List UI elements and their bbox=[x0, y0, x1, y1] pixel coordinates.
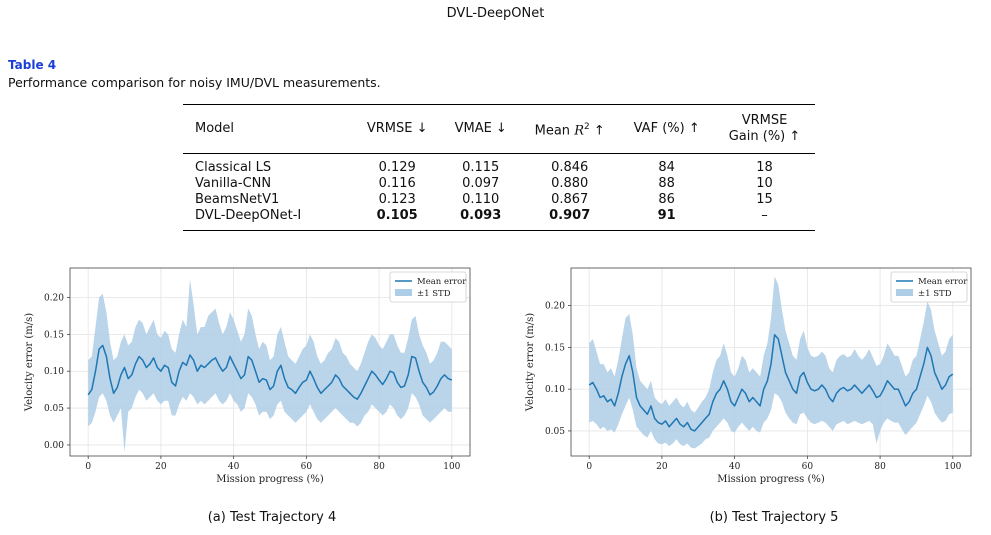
cell-gain: 18 bbox=[756, 160, 773, 175]
y-tick-label: 0.05 bbox=[545, 427, 565, 437]
cell-vrmse: 0.105 bbox=[376, 208, 418, 223]
x-tick-label: 60 bbox=[301, 462, 313, 472]
cell-model: Classical LS bbox=[195, 160, 272, 175]
std-band bbox=[88, 279, 452, 453]
x-tick-label: 60 bbox=[802, 462, 814, 472]
cell-r2: 0.867 bbox=[551, 192, 589, 207]
y-tick-label: 0.20 bbox=[44, 293, 64, 303]
col-header-mean-r2: Mean R2 ↑ bbox=[534, 121, 605, 139]
table-header-row: Model VRMSE ↓ VMAE ↓ Mean R2 ↑ VAF (%) ↑… bbox=[183, 104, 815, 154]
table-label: Table 4 bbox=[8, 58, 57, 72]
mean-error-line bbox=[588, 334, 954, 432]
cell-r2: 0.880 bbox=[551, 176, 589, 191]
y-axis-label: Velocity error (m/s) bbox=[525, 313, 536, 412]
legend-label-mean: Mean error bbox=[417, 277, 467, 287]
cell-model: Vanilla-CNN bbox=[195, 176, 272, 191]
col-header-vrmse-gain: VRMSE Gain (%) ↑ bbox=[728, 113, 801, 144]
x-axis-label: Mission progress (%) bbox=[717, 474, 825, 485]
x-tick-label: 80 bbox=[373, 462, 385, 472]
plot-trajectory-4: 0 20 40 60 80 100 0.00 0.05 0.10 0.15 0.20 Mission … bbox=[10, 260, 480, 500]
plot-frame bbox=[69, 267, 471, 457]
performance-table: Model VRMSE ↓ VMAE ↓ Mean R2 ↑ VAF (%) ↑… bbox=[183, 104, 815, 231]
x-tick-label: 40 bbox=[228, 462, 240, 472]
x-tick-label: 40 bbox=[729, 462, 741, 472]
x-tick-label: 100 bbox=[443, 462, 460, 472]
y-axis-label: Velocity error (m/s) bbox=[24, 313, 35, 412]
plot-frame bbox=[570, 267, 972, 457]
cell-vmae: 0.110 bbox=[462, 192, 500, 207]
col-header-vrmse: VRMSE ↓ bbox=[366, 121, 428, 136]
col-header-vaf: VAF (%) ↑ bbox=[633, 121, 700, 136]
cell-model: DVL-DeepONet-I bbox=[195, 208, 302, 223]
y-tick-label: 0.15 bbox=[44, 330, 64, 340]
cell-vaf: 91 bbox=[657, 208, 676, 223]
y-tick-label: 0.05 bbox=[44, 404, 64, 414]
legend-label-mean: Mean error bbox=[918, 277, 968, 287]
cell-vrmse: 0.123 bbox=[378, 192, 416, 207]
legend-label-std: ±1 STD bbox=[918, 289, 952, 299]
cell-vrmse: 0.129 bbox=[378, 160, 416, 175]
plot-trajectory-5: 0 20 40 60 80 100 0.05 0.10 0.15 0.20 Mission prog… bbox=[511, 260, 981, 500]
x-tick-label: 80 bbox=[874, 462, 886, 472]
legend-label-std: ±1 STD bbox=[417, 289, 451, 299]
x-tick-label: 0 bbox=[85, 462, 91, 472]
x-tick-label: 20 bbox=[656, 462, 668, 472]
cell-vaf: 86 bbox=[658, 192, 675, 207]
table-row: DVL-DeepONet-I 0.105 0.093 0.907 91 – bbox=[183, 208, 815, 231]
x-tick-label: 0 bbox=[586, 462, 592, 472]
cell-r2: 0.846 bbox=[551, 160, 589, 175]
cell-vmae: 0.093 bbox=[460, 208, 502, 223]
col-header-model: Model bbox=[195, 121, 235, 136]
legend-swatch-std bbox=[896, 289, 913, 296]
table-row: BeamsNetV1 0.123 0.110 0.867 86 15 bbox=[183, 192, 815, 208]
cell-vmae: 0.115 bbox=[462, 160, 500, 175]
mean-error-line bbox=[87, 344, 453, 400]
subcaption-b: (b) Test Trajectory 5 bbox=[709, 510, 839, 525]
legend-swatch-std bbox=[395, 289, 412, 296]
table-row: Classical LS 0.129 0.115 0.846 84 18 bbox=[183, 154, 815, 177]
cell-gain: 10 bbox=[756, 176, 773, 191]
y-tick-label: 0.10 bbox=[545, 385, 565, 395]
x-tick-label: 20 bbox=[155, 462, 167, 472]
cell-vaf: 84 bbox=[658, 160, 675, 175]
table-caption: Performance comparison for noisy IMU/DVL… bbox=[8, 75, 381, 90]
velocity-error-chart-b: 0 20 40 60 80 100 0.05 0.10 0.15 0.20 Mission prog… bbox=[525, 267, 972, 485]
x-axis-label: Mission progress (%) bbox=[216, 474, 324, 485]
col-header-vmae: VMAE ↓ bbox=[454, 121, 507, 136]
cell-gain: 15 bbox=[756, 192, 773, 207]
y-tick-label: 0.00 bbox=[44, 441, 64, 451]
table-row: Vanilla-CNN 0.116 0.097 0.880 88 10 bbox=[183, 176, 815, 192]
cell-vaf: 88 bbox=[658, 176, 675, 191]
y-tick-label: 0.15 bbox=[545, 343, 565, 353]
cell-gain: – bbox=[761, 208, 768, 223]
cell-vrmse: 0.116 bbox=[378, 176, 416, 191]
running-header: DVL-DeepONet bbox=[446, 6, 545, 21]
cell-vmae: 0.097 bbox=[462, 176, 500, 191]
cell-model: BeamsNetV1 bbox=[195, 192, 280, 207]
velocity-error-chart-a: 0 20 40 60 80 100 0.00 0.05 0.10 0.15 0.20 Mission … bbox=[24, 267, 471, 485]
cell-r2: 0.907 bbox=[549, 208, 591, 223]
y-tick-label: 0.20 bbox=[545, 302, 565, 312]
y-tick-label: 0.10 bbox=[44, 367, 64, 377]
subcaption-a: (a) Test Trajectory 4 bbox=[207, 510, 337, 525]
x-tick-label: 100 bbox=[944, 462, 961, 472]
